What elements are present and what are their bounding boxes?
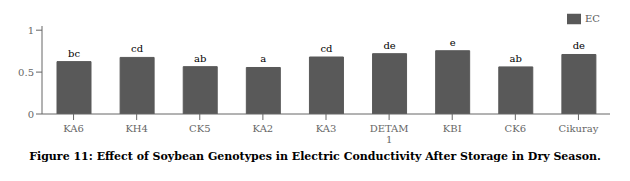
svg-text:ab: ab bbox=[510, 53, 522, 64]
svg-text:ab: ab bbox=[194, 53, 206, 64]
svg-text:a: a bbox=[260, 53, 266, 64]
svg-text:KH4: KH4 bbox=[125, 123, 148, 134]
svg-text:de: de bbox=[573, 40, 585, 51]
svg-text:bc: bc bbox=[68, 48, 80, 59]
svg-text:cd: cd bbox=[131, 43, 144, 54]
svg-text:cd: cd bbox=[320, 43, 333, 54]
svg-text:0.5: 0.5 bbox=[18, 67, 34, 78]
svg-text:0: 0 bbox=[28, 109, 34, 120]
svg-text:Cikuray: Cikuray bbox=[559, 123, 599, 134]
svg-text:CK6: CK6 bbox=[505, 123, 526, 134]
svg-text:KA2: KA2 bbox=[253, 123, 274, 134]
html-text:EC: EC bbox=[585, 12, 600, 24]
svg-text:KBI: KBI bbox=[443, 123, 462, 134]
svg-text:KA3: KA3 bbox=[316, 123, 337, 134]
svg-text:1: 1 bbox=[28, 25, 34, 36]
svg-text:CK5: CK5 bbox=[189, 123, 210, 134]
svg-text:DETAM1: DETAM1 bbox=[370, 123, 409, 145]
html-text:Figure 11: Effect of Soybean G: Figure 11: Effect of Soybean Genotypes i… bbox=[29, 150, 601, 163]
svg-text:KA6: KA6 bbox=[63, 123, 84, 134]
svg-text:e: e bbox=[450, 37, 456, 48]
svg-text:de: de bbox=[383, 40, 395, 51]
